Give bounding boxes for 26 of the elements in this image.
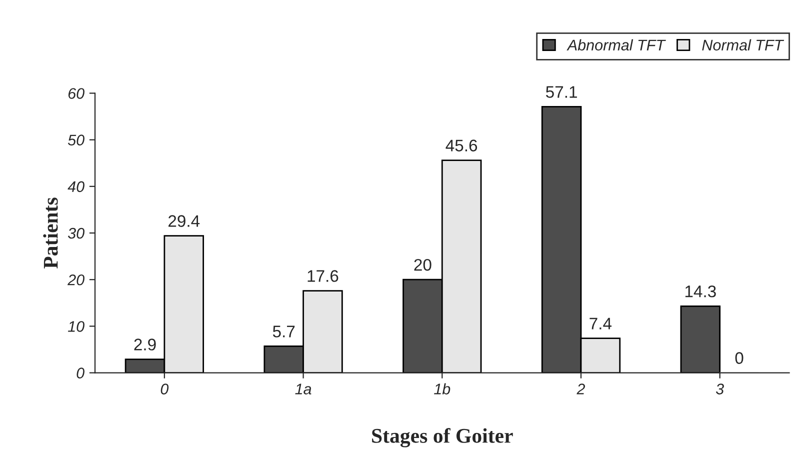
data-label: 57.1 [546, 86, 577, 98]
x-tick-label: 2 [576, 384, 586, 394]
x-tick-label: 0 [160, 384, 169, 394]
data-label: 17.6 [308, 270, 338, 282]
data-label: 5.7 [272, 326, 295, 338]
data-label: 0 [735, 352, 744, 364]
y-tick-label: 0 [76, 368, 84, 378]
x-tick-label: 3 [716, 384, 724, 394]
y-tick-label: 20 [68, 274, 84, 286]
data-label: 14.3 [685, 286, 716, 298]
data-label: 7.4 [590, 318, 612, 330]
legend-label: Abnormal TFT [566, 39, 666, 51]
y-tick-label: 50 [68, 134, 84, 146]
x-axis-title: Stages of Goiter [372, 428, 513, 448]
x-tick-label: 1b [434, 383, 450, 394]
legend-label: Normal TFT [702, 39, 784, 51]
y-tick-label: 40 [68, 181, 84, 192]
data-label: 20 [414, 258, 432, 271]
data-label: 2.9 [134, 338, 156, 350]
y-tick-label: 10 [68, 321, 84, 332]
y-tick-label: 60 [68, 88, 84, 99]
y-tick-label: 30 [68, 228, 84, 239]
x-tick-label: 1a [295, 384, 312, 394]
data-label: 45.6 [446, 140, 478, 152]
data-label: 29.4 [168, 215, 200, 227]
y-axis-title: Patients [43, 198, 58, 269]
